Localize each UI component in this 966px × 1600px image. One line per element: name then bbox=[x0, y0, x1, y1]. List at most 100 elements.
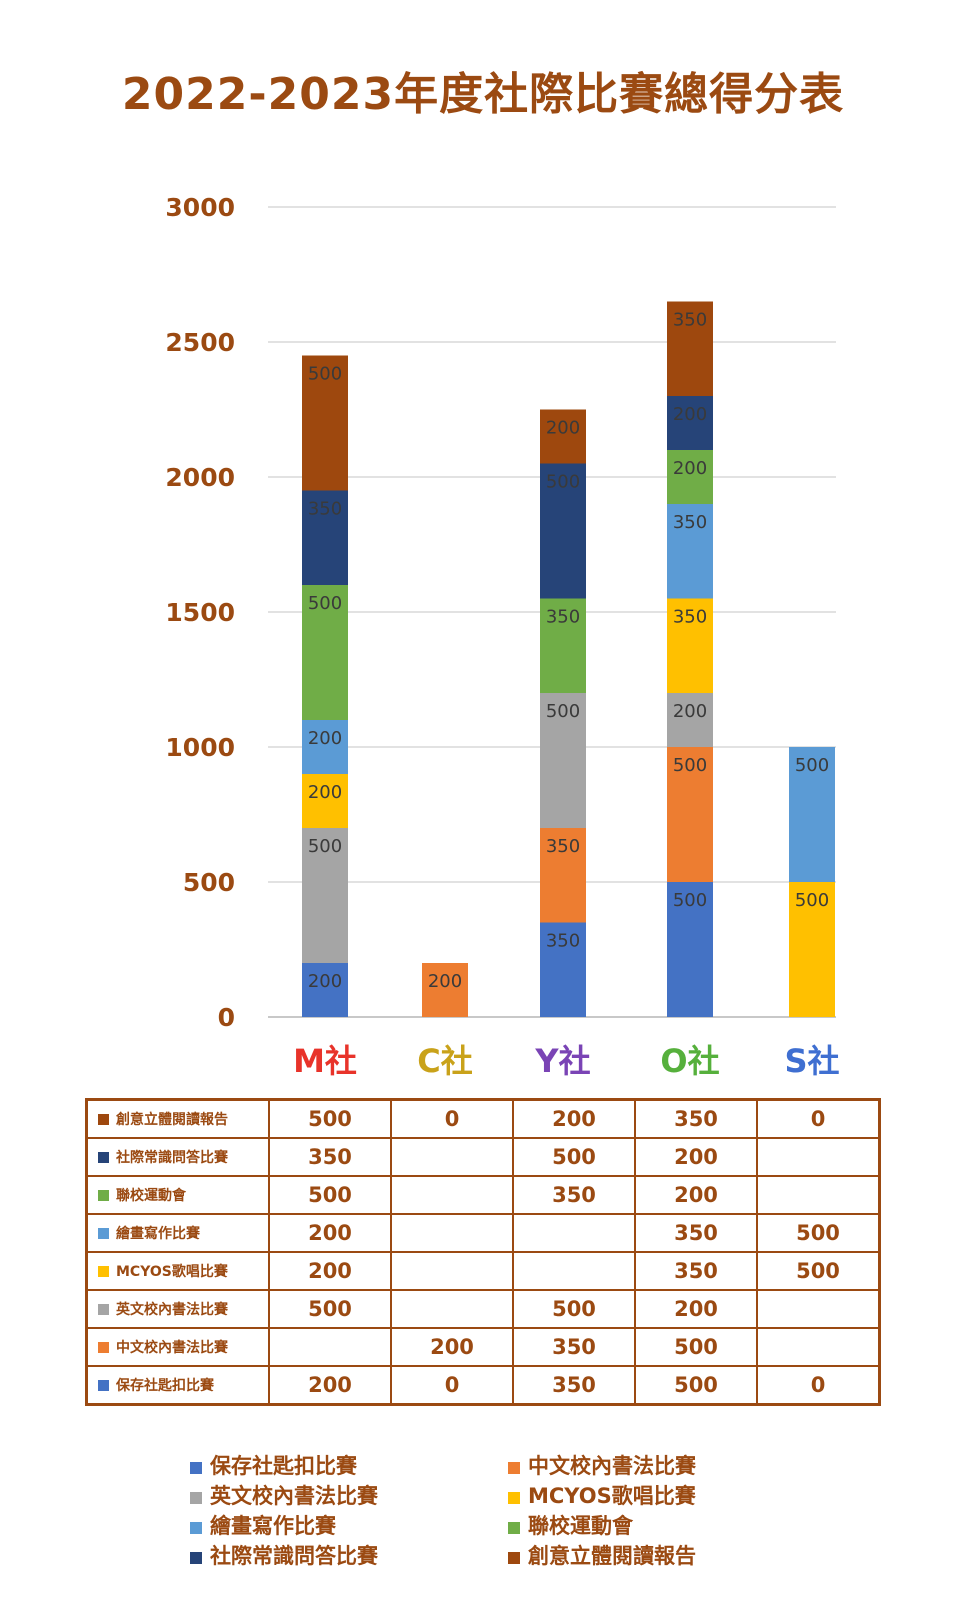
row-label-cell: 創意立體閱讀報告 bbox=[85, 1098, 270, 1139]
table-cell bbox=[756, 1289, 881, 1329]
table-cell: 500 bbox=[512, 1289, 636, 1329]
table-cell bbox=[390, 1137, 514, 1177]
table-cell bbox=[756, 1175, 881, 1215]
table-cell: 500 bbox=[268, 1175, 392, 1215]
bar-segment bbox=[540, 598, 586, 693]
bar-segment bbox=[302, 963, 348, 1017]
legend-item: 繪畫寫作比賽 bbox=[190, 1510, 490, 1540]
legend-label: 英文校內書法比賽 bbox=[210, 1484, 378, 1508]
bar-segment bbox=[789, 882, 835, 1017]
data-label: 350 bbox=[546, 607, 580, 628]
table-cell: 500 bbox=[756, 1251, 881, 1291]
legend-item: 英文校內書法比賽 bbox=[190, 1480, 490, 1510]
y-tick-label: 2500 bbox=[165, 328, 235, 357]
data-label: 500 bbox=[546, 472, 580, 493]
bar-segment bbox=[540, 828, 586, 923]
table-row: 保存社匙扣比賽 200 0 350 500 0 bbox=[85, 1365, 881, 1406]
data-label: 500 bbox=[308, 836, 342, 857]
y-tick-label: 1000 bbox=[165, 733, 235, 762]
legend-swatch-icon bbox=[190, 1522, 202, 1534]
color-swatch-icon bbox=[98, 1304, 109, 1315]
bar-segment bbox=[302, 828, 348, 963]
color-swatch-icon bbox=[98, 1152, 109, 1163]
legend-label: 繪畫寫作比賽 bbox=[210, 1514, 336, 1538]
legend-label: 創意立體閱讀報告 bbox=[528, 1544, 696, 1568]
table-cell bbox=[268, 1327, 392, 1367]
table-cell: 500 bbox=[268, 1289, 392, 1329]
table-row: 中文校內書法比賽 200 350 500 bbox=[85, 1327, 881, 1367]
table-cell: 350 bbox=[512, 1327, 636, 1367]
data-label: 350 bbox=[673, 310, 707, 331]
table-cell: 200 bbox=[634, 1137, 758, 1177]
data-label: 200 bbox=[546, 418, 580, 439]
data-label: 500 bbox=[795, 755, 829, 776]
table-cell bbox=[512, 1213, 636, 1253]
bar-segment bbox=[667, 693, 713, 747]
legend-label: 社際常識問答比賽 bbox=[210, 1544, 378, 1568]
bar-segment bbox=[667, 396, 713, 450]
legend-label: 聯校運動會 bbox=[528, 1514, 633, 1538]
row-label-cell: 社際常識問答比賽 bbox=[85, 1137, 270, 1177]
bar-segment bbox=[302, 774, 348, 828]
table-row: MCYOS歌唱比賽 200 350 500 bbox=[85, 1251, 881, 1291]
row-label: 創意立體閱讀報告 bbox=[116, 1112, 228, 1128]
color-swatch-icon bbox=[98, 1190, 109, 1201]
table-row: 英文校內書法比賽 500 500 200 bbox=[85, 1289, 881, 1329]
legend-item: MCYOS歌唱比賽 bbox=[508, 1480, 808, 1510]
y-tick-label: 3000 bbox=[165, 193, 235, 222]
data-label: 200 bbox=[673, 458, 707, 479]
bar-segment bbox=[302, 720, 348, 774]
data-label: 200 bbox=[673, 404, 707, 425]
table-cell bbox=[756, 1137, 881, 1177]
legend-swatch-icon bbox=[190, 1492, 202, 1504]
row-label-cell: 保存社匙扣比賽 bbox=[85, 1365, 270, 1406]
table-cell bbox=[390, 1251, 514, 1291]
color-swatch-icon bbox=[98, 1228, 109, 1239]
row-label: 保存社匙扣比賽 bbox=[116, 1378, 214, 1394]
table-cell: 500 bbox=[634, 1327, 758, 1367]
table-cell: 200 bbox=[390, 1327, 514, 1367]
row-label-cell: 繪畫寫作比賽 bbox=[85, 1213, 270, 1253]
data-label: 200 bbox=[308, 782, 342, 803]
table-row: 聯校運動會 500 350 200 bbox=[85, 1175, 881, 1215]
table-cell: 500 bbox=[634, 1365, 758, 1406]
data-label: 500 bbox=[673, 755, 707, 776]
bar-segment bbox=[540, 693, 586, 828]
table-cell: 350 bbox=[512, 1365, 636, 1406]
color-swatch-icon bbox=[98, 1342, 109, 1353]
table-cell: 350 bbox=[512, 1175, 636, 1215]
legend-swatch-icon bbox=[190, 1552, 202, 1564]
bar-segment bbox=[422, 963, 468, 1017]
table-cell: 200 bbox=[268, 1251, 392, 1291]
data-label: 200 bbox=[308, 971, 342, 992]
data-label: 500 bbox=[308, 593, 342, 614]
table-cell: 0 bbox=[390, 1365, 514, 1406]
legend-item: 聯校運動會 bbox=[508, 1510, 808, 1540]
data-label: 350 bbox=[673, 512, 707, 533]
chart-title: 2022-2023年度社際比賽總得分表 bbox=[121, 69, 845, 120]
row-label-cell: 中文校內書法比賽 bbox=[85, 1327, 270, 1367]
bar-segment bbox=[667, 882, 713, 1017]
bar-segment bbox=[667, 504, 713, 599]
data-label: 350 bbox=[673, 607, 707, 628]
color-swatch-icon bbox=[98, 1380, 109, 1391]
table-row: 繪畫寫作比賽 200 350 500 bbox=[85, 1213, 881, 1253]
bar-segment bbox=[302, 355, 348, 491]
table-cell: 350 bbox=[268, 1137, 392, 1177]
table-cell: 500 bbox=[512, 1137, 636, 1177]
table-cell: 200 bbox=[634, 1175, 758, 1215]
table-cell: 350 bbox=[634, 1098, 758, 1139]
bar-segment bbox=[789, 747, 835, 882]
bar-segment bbox=[302, 490, 348, 585]
table-cell: 200 bbox=[268, 1365, 392, 1406]
legend-swatch-icon bbox=[190, 1462, 202, 1474]
legend-item: 中文校內書法比賽 bbox=[508, 1450, 808, 1480]
table-row: 社際常識問答比賽 350 500 200 bbox=[85, 1137, 881, 1177]
legend-item: 保存社匙扣比賽 bbox=[190, 1450, 490, 1480]
y-tick-label: 0 bbox=[218, 1003, 235, 1032]
table-cell: 0 bbox=[756, 1098, 881, 1139]
data-label: 500 bbox=[673, 890, 707, 911]
table-cell: 200 bbox=[634, 1289, 758, 1329]
data-label: 500 bbox=[546, 701, 580, 722]
table-cell: 0 bbox=[756, 1365, 881, 1406]
